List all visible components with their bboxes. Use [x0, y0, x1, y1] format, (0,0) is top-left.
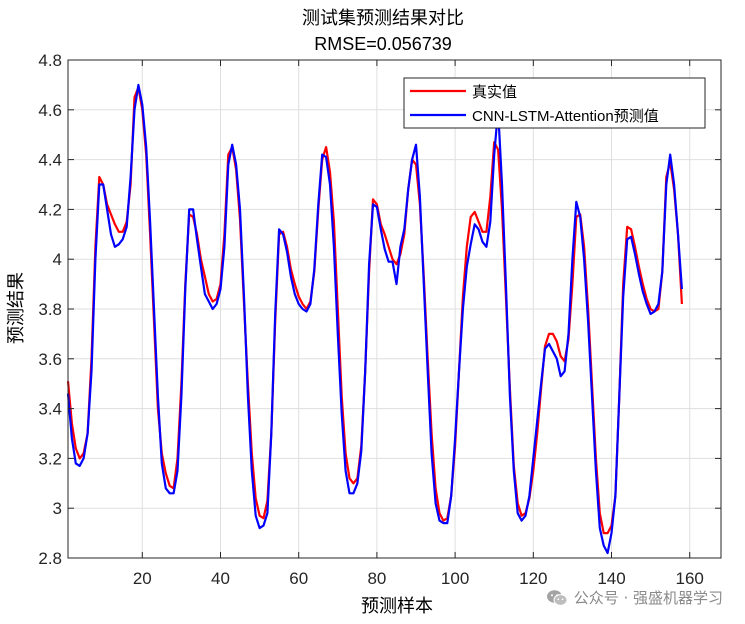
series-layer [66, 83, 683, 555]
y-tick-label: 4.2 [38, 200, 62, 219]
legend-box [403, 77, 706, 129]
y-tick-label: 3 [53, 499, 62, 518]
x-tick-label: 20 [133, 569, 152, 588]
y-tick-label: 4.8 [38, 51, 62, 70]
axis-ticks: 2.8 3 3.2 3.4 3.6 3.8 4 4.2 4.4 4.6 4.8 20 40 60 80 100… [38, 51, 721, 588]
y-tick-label: 3.2 [38, 449, 62, 468]
y-tick-label: 3.4 [38, 400, 62, 419]
watermark-text: 公众号 · 强盛机器学习 [573, 589, 723, 607]
x-tick-label: 80 [367, 569, 386, 588]
y-tick-label: 3.8 [38, 300, 62, 319]
x-tick-label: 60 [289, 569, 308, 588]
series-line-predicted [66, 83, 683, 555]
chart-title: 测试集预测结果对比 [302, 8, 464, 29]
y-tick-label: 3.6 [38, 350, 62, 369]
legend: 真实值 CNN-LSTM-Attention预测值 [403, 77, 706, 129]
y-tick-label: 2.8 [38, 549, 62, 568]
wechat-icon [546, 589, 568, 606]
legend-label-predicted: CNN-LSTM-Attention预测值 [472, 108, 659, 125]
y-tick-label: 4.6 [38, 101, 62, 120]
y-tick-label: 4 [53, 250, 62, 269]
y-axis-title: 预测结果 [6, 272, 27, 344]
x-tick-label: 140 [597, 569, 625, 588]
x-tick-label: 160 [676, 569, 704, 588]
x-tick-label: 100 [441, 569, 469, 588]
watermark: 公众号 · 强盛机器学习 [546, 587, 723, 608]
y-tick-label: 4.4 [38, 151, 62, 170]
x-tick-label: 40 [211, 569, 230, 588]
x-tick-label: 120 [519, 569, 547, 588]
x-axis-title: 预测样本 [361, 596, 433, 617]
legend-label-actual: 真实值 [472, 83, 517, 101]
series-line-actual [66, 86, 683, 535]
chart-subtitle: RMSE=0.056739 [314, 34, 452, 54]
